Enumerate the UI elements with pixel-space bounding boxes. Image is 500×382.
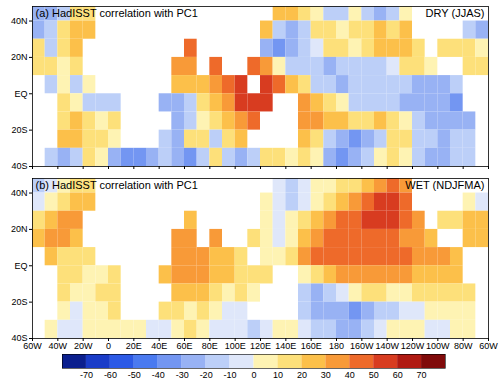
svg-text:20E: 20E <box>126 341 142 351</box>
svg-text:EQ: EQ <box>14 89 27 99</box>
svg-text:-50: -50 <box>128 370 141 380</box>
svg-text:60: 60 <box>393 370 403 380</box>
svg-text:20W: 20W <box>74 341 93 351</box>
svg-text:30: 30 <box>321 370 331 380</box>
svg-text:-40: -40 <box>152 370 165 380</box>
svg-text:40N: 40N <box>11 188 28 198</box>
svg-text:80E: 80E <box>202 341 218 351</box>
svg-text:180: 180 <box>329 341 344 351</box>
svg-text:160E: 160E <box>301 341 322 351</box>
svg-text:0: 0 <box>106 341 111 351</box>
svg-text:80W: 80W <box>454 341 473 351</box>
svg-text:140E: 140E <box>275 341 296 351</box>
svg-text:EQ: EQ <box>14 261 27 271</box>
svg-text:100E: 100E <box>225 341 246 351</box>
svg-text:120E: 120E <box>250 341 271 351</box>
svg-text:160W: 160W <box>350 341 374 351</box>
svg-text:40W: 40W <box>49 341 68 351</box>
svg-text:DRY (JJAS): DRY (JJAS) <box>426 7 485 19</box>
svg-text:20N: 20N <box>11 52 28 62</box>
svg-text:60W: 60W <box>479 341 498 351</box>
svg-text:20N: 20N <box>11 224 28 234</box>
svg-text:(b) HadISST correlation with P: (b) HadISST correlation with PC1 <box>36 179 198 191</box>
svg-text:WET (NDJFMA): WET (NDJFMA) <box>405 179 484 191</box>
svg-text:40S: 40S <box>11 333 28 344</box>
svg-text:60W: 60W <box>23 341 42 351</box>
svg-text:120W: 120W <box>401 341 425 351</box>
svg-text:40: 40 <box>345 370 355 380</box>
svg-text:40E: 40E <box>151 341 167 351</box>
svg-text:20S: 20S <box>11 125 27 135</box>
svg-text:20: 20 <box>297 370 307 380</box>
svg-text:0: 0 <box>251 370 256 380</box>
svg-text:60E: 60E <box>176 341 192 351</box>
svg-text:140W: 140W <box>375 341 399 351</box>
svg-text:20S: 20S <box>11 297 27 307</box>
svg-text:-30: -30 <box>176 370 189 380</box>
svg-text:50: 50 <box>369 370 379 380</box>
svg-text:100W: 100W <box>426 341 450 351</box>
svg-text:40N: 40N <box>11 16 28 26</box>
svg-text:(a) HadISST correlation with P: (a) HadISST correlation with PC1 <box>36 7 198 19</box>
svg-text:70: 70 <box>417 370 427 380</box>
svg-text:-20: -20 <box>200 370 213 380</box>
svg-text:-60: -60 <box>104 370 117 380</box>
svg-text:-10: -10 <box>224 370 237 380</box>
svg-text:-70: -70 <box>80 370 93 380</box>
svg-text:10: 10 <box>273 370 283 380</box>
svg-text:40S: 40S <box>11 161 27 171</box>
